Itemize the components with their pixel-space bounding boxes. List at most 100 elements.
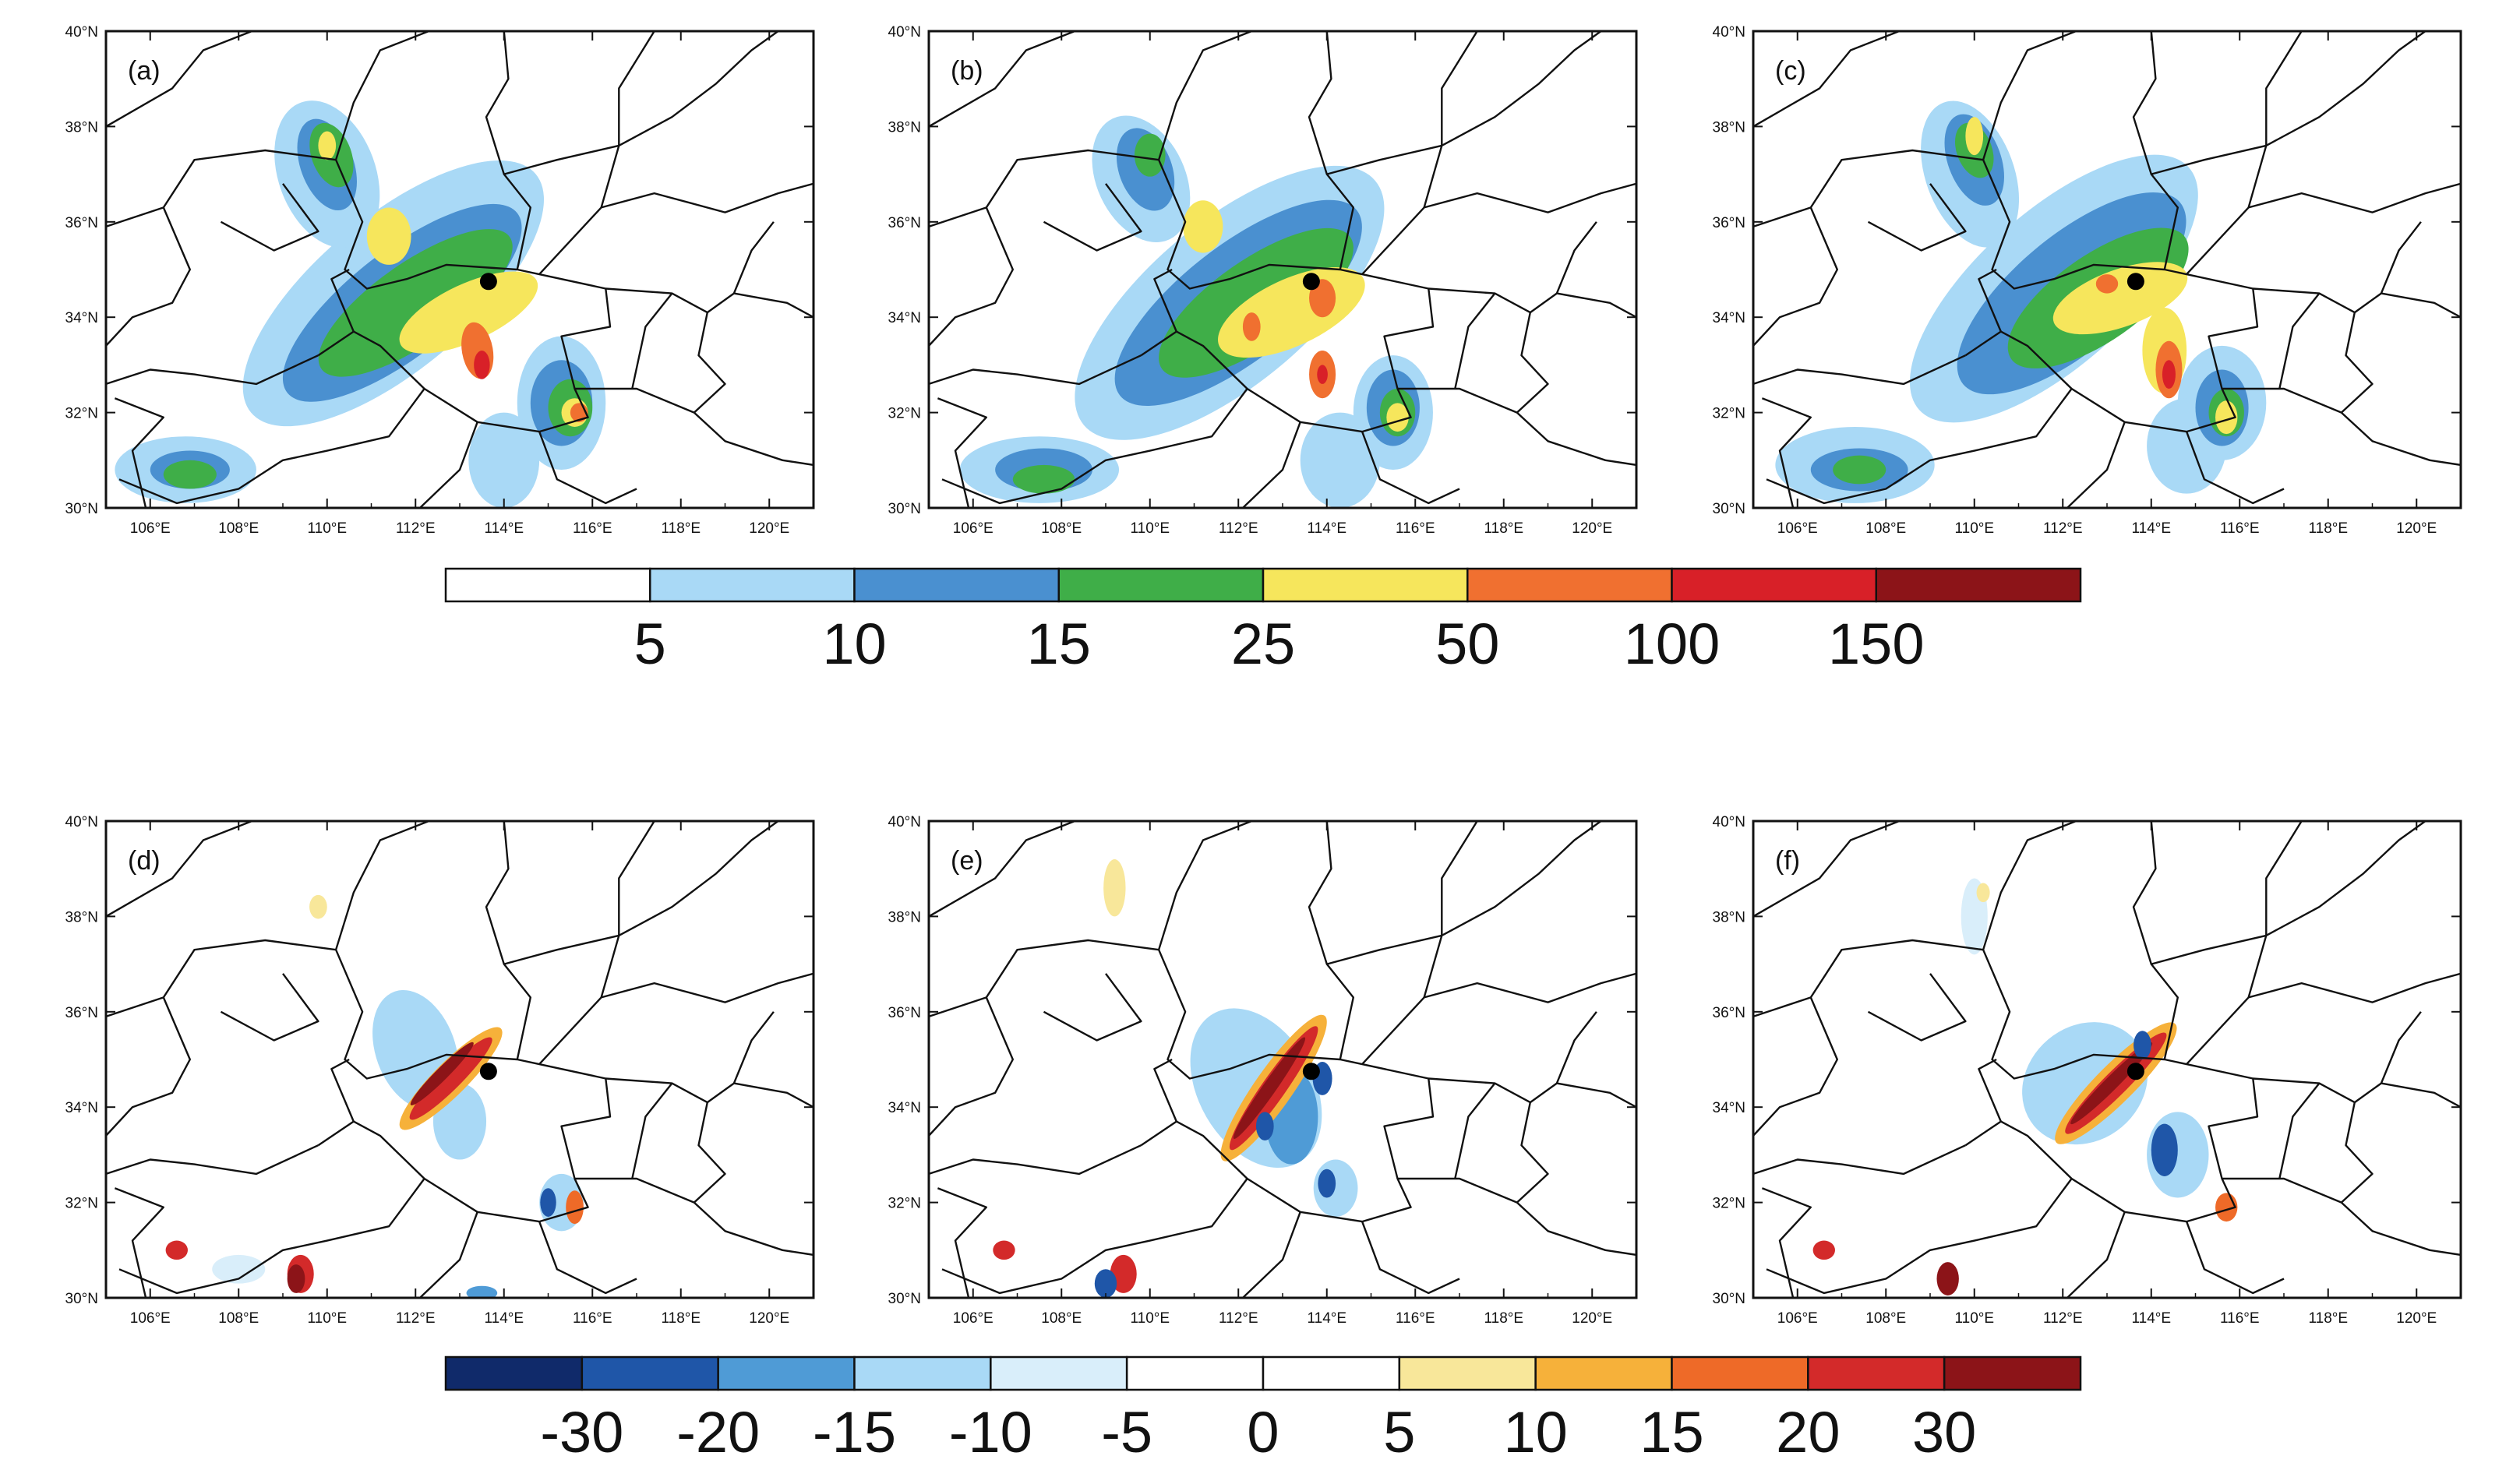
map-panel-2: 106°E 108°E 110°E 112°E 114°E 116°E 118°E 120°E…: [888, 24, 1638, 537]
station-marker: [2126, 1063, 2144, 1080]
colorbar-box: [649, 567, 856, 603]
y-tick-label: 40°N: [1713, 24, 1745, 41]
province-boundary: [1361, 182, 1636, 275]
colorbar-label: 50: [1435, 612, 1499, 676]
y-tick-label: 36°N: [65, 1005, 98, 1021]
x-tick-label: 116°E: [2220, 1310, 2260, 1327]
province-boundary: [937, 1187, 987, 1298]
y-tick-label: 38°N: [1713, 909, 1745, 925]
province-boundary: [220, 973, 319, 1042]
y-tick-label: 30°N: [65, 1291, 98, 1307]
province-boundary: [1753, 821, 1900, 918]
province-boundary: [2265, 821, 2303, 936]
y-tick-label: 38°N: [888, 119, 921, 136]
province-boundary: [1753, 31, 1900, 128]
province-boundary: [2253, 287, 2461, 319]
province-boundary: [1423, 31, 1602, 208]
shade-contour: [212, 1254, 266, 1284]
x-tick-label: 112°E: [396, 520, 436, 537]
province-boundary: [485, 31, 531, 270]
x-tick-label: 110°E: [307, 520, 347, 537]
colorbar-box: [1057, 567, 1265, 603]
station-marker: [479, 1063, 497, 1080]
y-tick-label: 32°N: [888, 1196, 921, 1212]
x-tick-label: 112°E: [2043, 1310, 2083, 1327]
colorbar-label: 0: [1247, 1400, 1279, 1465]
province-boundary: [419, 421, 478, 508]
shading-layer: [106, 31, 814, 508]
x-tick-label: 120°E: [1572, 520, 1612, 537]
province-boundary: [605, 1077, 814, 1109]
map-panel-3: 106°E 108°E 110°E 112°E 114°E 116°E 118°E 120°E…: [1713, 24, 2462, 537]
station-marker: [479, 273, 497, 291]
province-boundary: [1308, 31, 1354, 270]
x-tick-label: 120°E: [1572, 1310, 1612, 1327]
province-boundary: [618, 821, 655, 936]
x-tick-label: 110°E: [1954, 1310, 1994, 1327]
province-boundary: [937, 397, 987, 508]
shading-layer: [106, 821, 814, 1298]
province-boundary: [1978, 1058, 2002, 1123]
province-boundary: [732, 221, 775, 294]
x-tick-label: 116°E: [1396, 520, 1435, 537]
x-tick-label: 106°E: [953, 520, 994, 537]
province-boundary: [1242, 421, 1301, 508]
y-tick-label: 36°N: [888, 215, 921, 231]
colorbar-label: -20: [676, 1400, 760, 1465]
panel-label: (a): [128, 56, 161, 86]
shade-contour: [468, 412, 540, 508]
shade-contour: [2052, 262, 2188, 335]
y-tick-label: 38°N: [65, 909, 98, 925]
province-boundary: [1428, 287, 1636, 319]
province-boundary: [693, 1102, 726, 1204]
province-boundary: [1397, 387, 1636, 467]
province-boundary: [106, 821, 252, 918]
shade-contour: [1318, 1169, 1336, 1198]
y-tick-label: 34°N: [65, 310, 98, 326]
colorbar-box: [444, 567, 651, 603]
x-tick-label: 110°E: [1954, 520, 1994, 537]
shade-contour: [287, 1264, 305, 1293]
station-marker: [1302, 1063, 1320, 1080]
province-boundary: [106, 1144, 319, 1176]
province-boundary: [106, 996, 191, 1137]
y-tick-label: 30°N: [888, 1291, 921, 1307]
colorbar-label: 5: [1383, 1400, 1415, 1465]
x-tick-label: 110°E: [1130, 520, 1170, 537]
province-boundary: [941, 388, 1248, 505]
shade-contour: [1255, 1112, 1274, 1141]
x-tick-label: 112°E: [1219, 520, 1258, 537]
x-tick-label: 106°E: [1777, 520, 1818, 537]
shade-contour: [1103, 858, 1126, 917]
x-tick-label: 108°E: [1865, 1310, 1906, 1327]
x-tick-label: 118°E: [661, 1310, 701, 1327]
panel-label: (e): [951, 846, 983, 876]
colorbar-label: 10: [1504, 1400, 1568, 1465]
y-tick-label: 38°N: [888, 909, 921, 925]
colorbar-label: 15: [1027, 612, 1091, 676]
shade-contour: [566, 1190, 584, 1225]
province-boundary: [503, 144, 619, 175]
x-tick-label: 120°E: [2396, 520, 2437, 537]
province-boundary: [2066, 1211, 2126, 1298]
province-boundary: [2340, 1102, 2374, 1204]
province-boundary: [929, 31, 1075, 128]
province-boundary: [1555, 221, 1597, 294]
y-tick-label: 38°N: [1713, 119, 1745, 136]
shade-contour: [2151, 1123, 2178, 1176]
province-boundary: [2185, 1221, 2285, 1295]
province-boundary: [1761, 397, 1812, 508]
y-tick-label: 40°N: [888, 814, 921, 830]
province-boundary: [618, 31, 655, 146]
province-boundary: [929, 821, 1075, 918]
shade-contour: [1242, 312, 1261, 341]
shade-contour: [1233, 1037, 1306, 1139]
x-tick-label: 110°E: [307, 1310, 347, 1327]
y-tick-label: 36°N: [1713, 1005, 1745, 1021]
colorbar-label: 30: [1912, 1400, 1976, 1465]
province-boundary: [1761, 1187, 1812, 1298]
shade-contour: [309, 894, 327, 919]
province-boundary: [1753, 206, 1838, 347]
x-tick-label: 106°E: [1777, 1310, 1818, 1327]
colorbar-label: -30: [540, 1400, 623, 1465]
